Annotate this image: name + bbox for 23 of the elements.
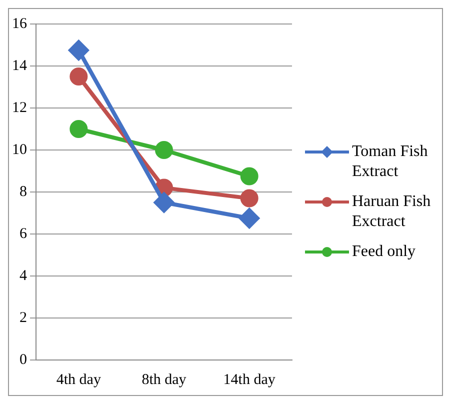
- point: [155, 141, 173, 159]
- point: [70, 120, 88, 138]
- y-tick-label: 16: [12, 16, 28, 32]
- y-tick-label: 4: [20, 268, 28, 284]
- y-tick-label: 12: [12, 100, 27, 116]
- y-tick-label: 10: [12, 142, 27, 158]
- x-tick-label: 4th day: [56, 372, 102, 388]
- point: [68, 40, 89, 60]
- legend-label: Haruan Fish Exctract: [352, 192, 432, 232]
- x-tick-label: 8th day: [142, 372, 187, 388]
- point: [239, 208, 260, 228]
- point: [240, 189, 258, 208]
- y-tick-label: 6: [20, 226, 28, 242]
- legend-label: Toman Fish Extract: [352, 142, 429, 182]
- legend-label: Feed only: [352, 242, 416, 262]
- point: [70, 68, 88, 86]
- x-tick-label: 14th day: [223, 372, 276, 388]
- y-tick-label: 0: [20, 352, 27, 368]
- y-tick-label: 14: [12, 58, 28, 74]
- y-tick-label: 8: [20, 184, 27, 200]
- point: [240, 167, 258, 186]
- y-tick-label: 2: [20, 310, 27, 326]
- point: [154, 192, 174, 212]
